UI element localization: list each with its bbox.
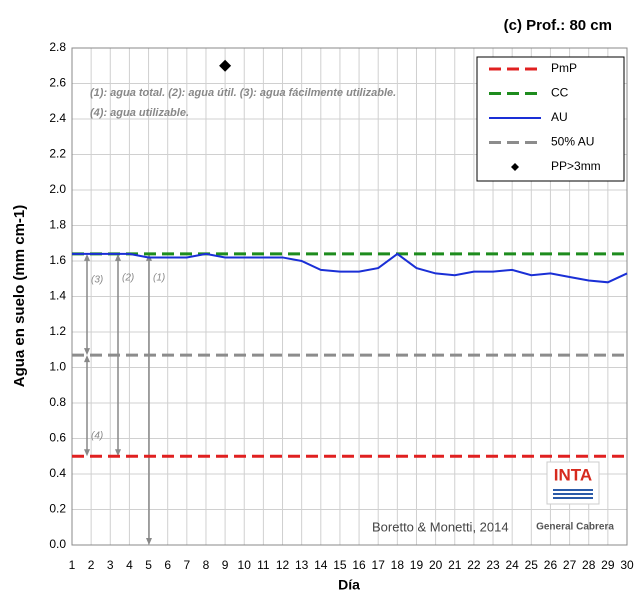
legend-marker [511, 163, 519, 171]
annotation: (1): agua total. (2): agua útil. (3): ag… [90, 87, 396, 99]
annotation: (3) [91, 275, 103, 286]
x-tick-label: 16 [352, 558, 366, 572]
x-tick-label: 22 [467, 558, 481, 572]
y-tick-label: 0.4 [49, 466, 66, 480]
x-tick-label: 17 [372, 558, 386, 572]
x-tick-label: 13 [295, 558, 309, 572]
y-tick-label: 0.0 [49, 537, 66, 551]
x-tick-label: 19 [410, 558, 424, 572]
x-tick-label: 28 [582, 558, 596, 572]
arrow-head [115, 253, 121, 261]
y-axis-label: Agua en suelo (mm cm-1) [11, 205, 28, 388]
legend-label: CC [551, 86, 569, 100]
x-tick-label: 6 [164, 558, 171, 572]
x-tick-label: 18 [391, 558, 405, 572]
x-tick-label: 25 [525, 558, 539, 572]
x-tick-label: 3 [107, 558, 114, 572]
arrow-head [84, 355, 90, 363]
x-tick-label: 21 [448, 558, 462, 572]
arrow-head [146, 538, 152, 545]
y-tick-label: 0.2 [49, 502, 66, 516]
x-tick-label: 4 [126, 558, 133, 572]
y-tick-label: 1.0 [49, 360, 66, 374]
marker [219, 59, 232, 72]
y-tick-label: 2.4 [49, 111, 66, 125]
x-tick-label: 1 [69, 558, 76, 572]
y-tick-label: 1.4 [49, 289, 66, 303]
x-tick-label: 15 [333, 558, 347, 572]
x-tick-label: 11 [257, 558, 270, 572]
x-tick-label: 5 [145, 558, 152, 572]
y-tick-label: 1.6 [49, 253, 66, 267]
logo-title: INTA [554, 465, 592, 484]
x-tick-label: 29 [601, 558, 615, 572]
legend-label: PP>3mm [551, 159, 601, 173]
y-tick-label: 1.8 [49, 218, 66, 232]
x-tick-label: 26 [544, 558, 558, 572]
annotation: (4): agua utilizable. [90, 107, 189, 119]
arrow-head [115, 449, 121, 457]
arrow-head [84, 253, 90, 261]
legend-label: PmP [551, 61, 577, 75]
logo-subtitle: General Cabrera [536, 522, 614, 533]
chart-title: (c) Prof.: 80 cm [504, 17, 612, 34]
annotation: (2) [122, 273, 134, 284]
x-tick-label: 12 [276, 558, 290, 572]
x-tick-label: 27 [563, 558, 577, 572]
legend-label: AU [551, 110, 568, 124]
line [72, 252, 628, 284]
y-tick-label: 2.6 [49, 76, 66, 90]
x-tick-label: 24 [505, 558, 519, 572]
x-tick-label: 10 [238, 558, 252, 572]
x-tick-label: 30 [620, 558, 634, 572]
plot-frame [71, 47, 628, 546]
x-tick-label: 9 [222, 558, 229, 572]
x-tick-label: 2 [88, 558, 95, 572]
annotation: (4) [91, 431, 103, 442]
y-tick-label: 0.8 [49, 395, 66, 409]
y-tick-label: 1.2 [49, 324, 66, 338]
x-axis-label: Día [338, 577, 360, 593]
y-tick-label: 2.2 [49, 147, 66, 161]
legend-label: 50% AU [551, 135, 594, 149]
arrow-head [84, 348, 90, 356]
credit: Boretto & Monetti, 2014 [372, 519, 509, 534]
x-tick-label: 8 [203, 558, 210, 572]
y-tick-label: 2.0 [49, 182, 66, 196]
y-tick-label: 0.6 [49, 431, 66, 445]
x-tick-label: 14 [314, 558, 328, 572]
annotation: (1) [153, 273, 165, 284]
x-tick-label: 23 [486, 558, 500, 572]
y-tick-label: 2.8 [49, 40, 66, 54]
x-tick-label: 7 [183, 558, 190, 572]
x-tick-label: 20 [429, 558, 443, 572]
arrow-head [84, 449, 90, 457]
